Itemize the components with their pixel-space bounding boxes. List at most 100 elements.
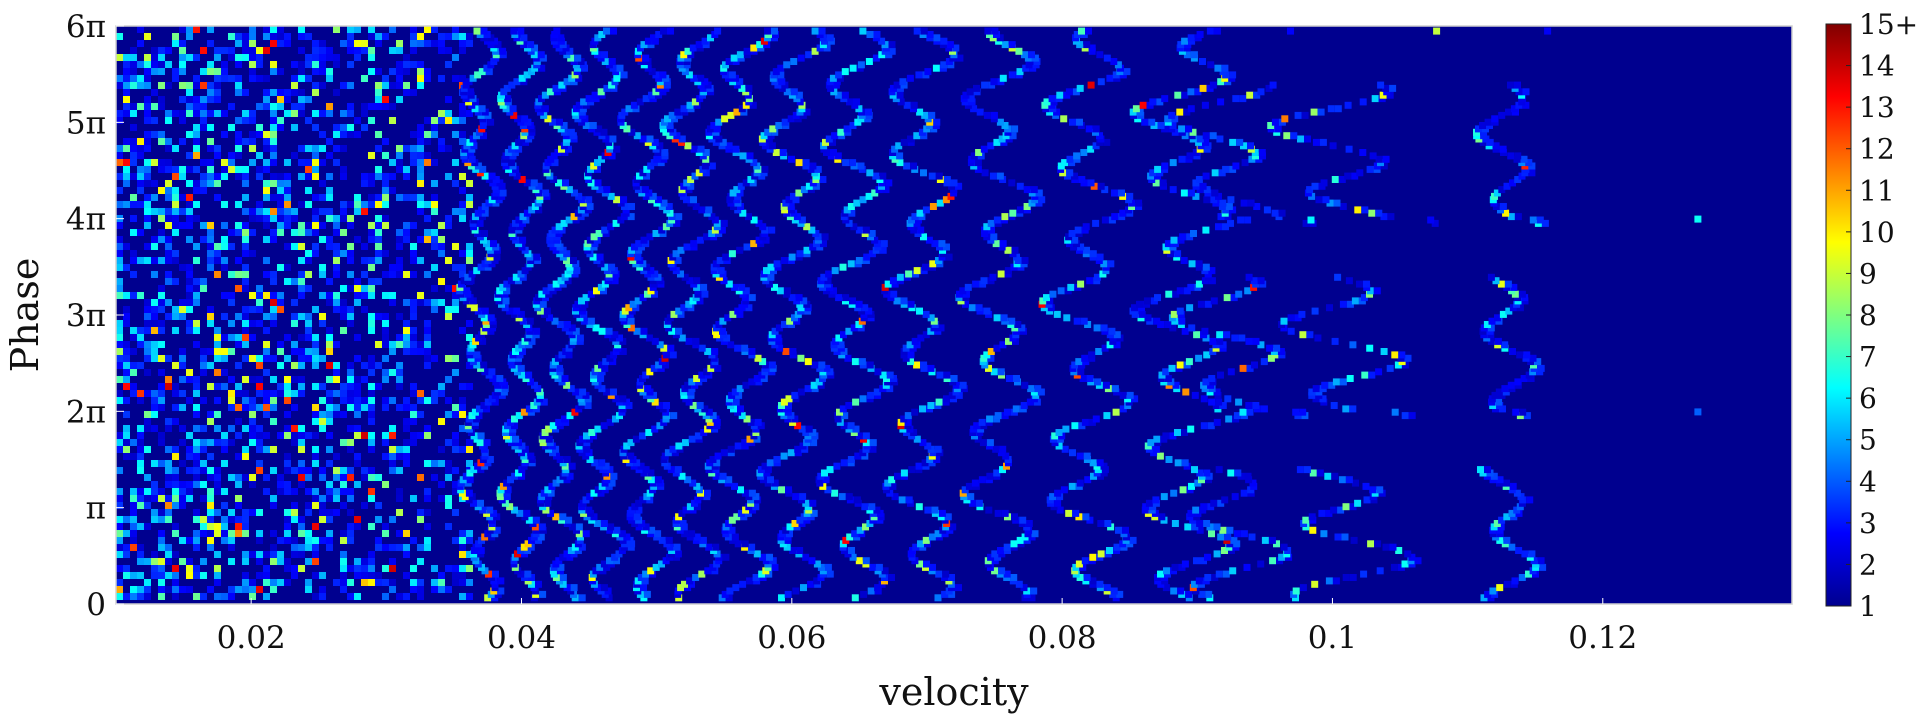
heatmap-cell <box>151 320 158 327</box>
heatmap-cell <box>354 26 361 33</box>
heatmap-cell <box>116 236 123 243</box>
heatmap-cell <box>270 173 277 180</box>
heatmap-cell <box>179 117 186 124</box>
heatmap-cell <box>347 362 354 369</box>
heatmap-cell <box>361 173 368 180</box>
heatmap-cell <box>277 96 284 103</box>
heatmap-cell <box>130 152 137 159</box>
heatmap-cell <box>242 250 249 257</box>
heatmap-cell <box>708 230 716 237</box>
heatmap-cell <box>642 570 650 578</box>
heatmap-cell <box>1003 543 1011 551</box>
heatmap-cell <box>1073 31 1081 38</box>
heatmap-cell <box>913 27 921 35</box>
heatmap-cell <box>1131 395 1139 403</box>
heatmap-cell <box>701 405 709 413</box>
heatmap-cell <box>826 570 834 578</box>
heatmap-cell <box>538 64 546 72</box>
heatmap-cell <box>193 215 200 222</box>
heatmap-cell <box>284 579 291 586</box>
heatmap-cell <box>600 422 608 430</box>
heatmap-cell <box>403 425 410 432</box>
heatmap-cell <box>994 509 1002 517</box>
heatmap-cell <box>975 149 983 156</box>
heatmap-cell <box>1053 310 1061 318</box>
heatmap-cell <box>1114 61 1122 69</box>
heatmap-cell <box>855 557 863 565</box>
heatmap-cell <box>137 75 144 82</box>
heatmap-cell <box>186 222 193 229</box>
heatmap-cell <box>658 226 666 234</box>
heatmap-cell <box>732 584 740 592</box>
heatmap-cell <box>389 68 396 75</box>
heatmap-cell <box>200 362 207 369</box>
heatmap-cell <box>520 543 528 551</box>
heatmap-cell <box>123 348 130 355</box>
heatmap-cell <box>249 145 256 152</box>
heatmap-cell <box>452 208 459 215</box>
heatmap-cell <box>782 526 790 534</box>
heatmap-cell <box>396 68 403 75</box>
heatmap-cell <box>396 82 403 89</box>
heatmap-cell <box>158 159 165 166</box>
heatmap-cell <box>116 117 123 124</box>
heatmap-cell <box>165 558 172 565</box>
heatmap-cell <box>319 110 326 117</box>
heatmap-cell <box>879 246 887 254</box>
heatmap-cell <box>868 250 876 258</box>
heatmap-cell <box>361 75 368 82</box>
heatmap-cell <box>158 236 165 243</box>
heatmap-cell <box>697 74 705 82</box>
heatmap-cell <box>839 405 847 413</box>
heatmap-cell <box>123 306 130 313</box>
heatmap-cell <box>228 229 235 236</box>
heatmap-cell <box>249 425 256 432</box>
heatmap-cell <box>987 553 995 561</box>
heatmap-cell <box>786 523 794 531</box>
heatmap-cell <box>193 187 200 194</box>
heatmap-cell <box>698 206 706 214</box>
heatmap-cell <box>920 233 927 241</box>
heatmap-cell <box>696 236 704 244</box>
heatmap-cell <box>326 362 333 369</box>
heatmap-cell <box>888 41 896 49</box>
heatmap-cell <box>130 110 137 117</box>
heatmap-cell <box>326 341 333 348</box>
heatmap-cell <box>445 523 452 530</box>
heatmap-cell <box>1071 172 1078 180</box>
heatmap-cell <box>1017 206 1024 214</box>
heatmap-cell <box>137 460 144 467</box>
heatmap-cell <box>340 411 347 418</box>
heatmap-cell <box>382 481 389 488</box>
heatmap-cell <box>312 159 319 166</box>
heatmap-cell <box>417 173 424 180</box>
heatmap-cell <box>291 89 298 96</box>
heatmap-cell <box>1083 574 1091 581</box>
heatmap-cell <box>834 91 842 99</box>
heatmap-cell <box>221 173 228 180</box>
heatmap-cell <box>1080 317 1088 325</box>
heatmap-cell <box>823 44 831 52</box>
heatmap-cell <box>158 103 165 110</box>
heatmap-cell <box>228 544 235 551</box>
heatmap-cell <box>186 33 193 40</box>
heatmap-cell <box>165 187 172 194</box>
heatmap-cell <box>567 385 575 393</box>
heatmap-cell <box>1069 449 1076 457</box>
heatmap-cell <box>707 34 714 42</box>
heatmap-cell <box>228 103 235 110</box>
heatmap-cell <box>158 537 165 544</box>
heatmap-cell <box>368 467 375 474</box>
heatmap-cell <box>326 516 333 523</box>
heatmap-cell <box>270 26 277 33</box>
heatmap-cell <box>200 495 207 502</box>
heatmap-cell <box>468 155 476 163</box>
heatmap-cell <box>221 432 228 439</box>
heatmap-cell <box>137 138 144 145</box>
heatmap-cell <box>594 34 602 42</box>
heatmap-cell <box>952 44 960 52</box>
heatmap-cell <box>396 166 403 173</box>
heatmap-cell <box>333 390 340 397</box>
heatmap-cell <box>920 361 928 369</box>
heatmap-cell <box>585 196 593 204</box>
